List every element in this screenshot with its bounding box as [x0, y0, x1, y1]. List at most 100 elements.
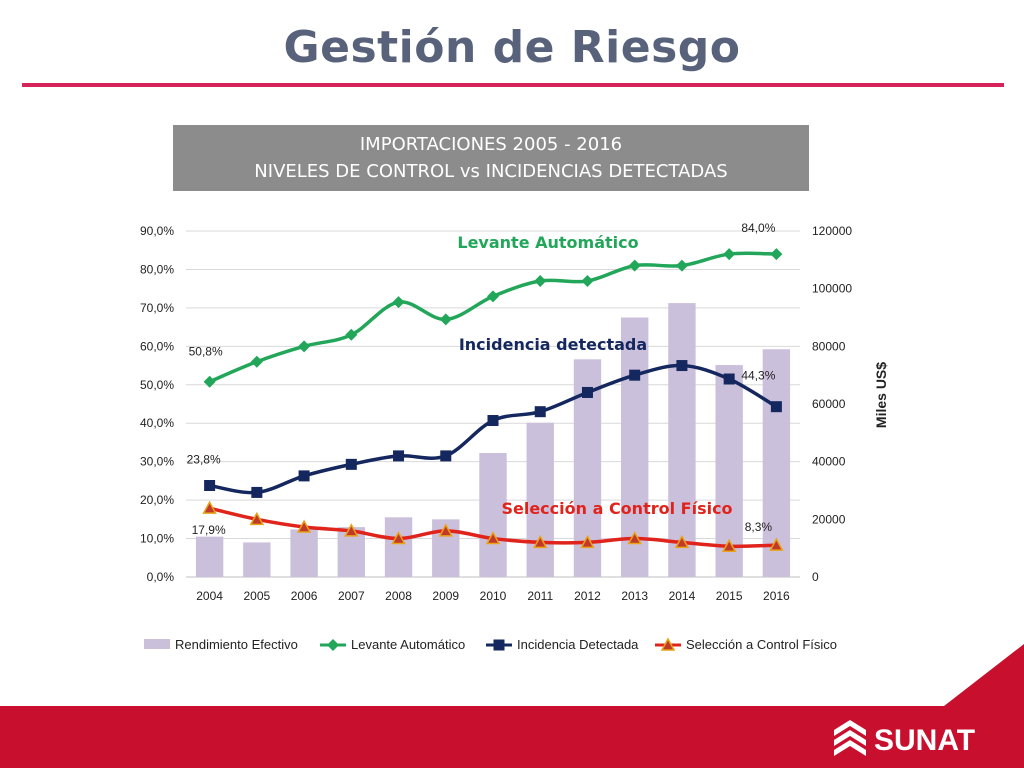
sunat-emblem-icon	[834, 720, 866, 756]
line-point	[298, 470, 310, 482]
line-point	[345, 328, 358, 341]
line-point	[327, 639, 339, 651]
y-left-tick-label: 0,0%	[147, 570, 175, 584]
line-point	[203, 375, 216, 388]
line-point	[250, 355, 263, 368]
series-annotation: Selección a Control Físico	[501, 499, 732, 518]
line-point	[438, 523, 454, 537]
line-point	[721, 538, 737, 552]
line-point	[581, 274, 594, 287]
legend-item: Rendimiento Efectivo	[144, 637, 298, 652]
x-tick-label: 2010	[480, 589, 507, 603]
x-tick-label: 2006	[291, 589, 318, 603]
data-label: 17,9%	[192, 523, 226, 537]
x-tick-label: 2007	[338, 589, 365, 603]
chart-subtitle-box: IMPORTACIONES 2005 - 2016 NIVELES DE CON…	[173, 125, 809, 191]
line-point	[296, 519, 312, 533]
y-right-tick-label: 0	[812, 570, 819, 584]
legend-item: Levante Automático	[320, 637, 465, 652]
line-point	[675, 259, 688, 272]
data-label: 8,3%	[745, 520, 773, 534]
line-point	[723, 248, 736, 261]
y-axis-right: 0 20000 40000 60000 80000 100000 120000 Miles U…	[812, 224, 889, 584]
line-point	[251, 486, 263, 498]
line-point	[674, 534, 690, 549]
sunat-logo: SUNAT	[834, 720, 975, 757]
line-point	[534, 406, 546, 418]
line-point	[493, 639, 505, 651]
x-tick-label: 2005	[243, 589, 270, 603]
legend-label: Selección a Control Físico	[686, 637, 837, 652]
line-point	[629, 369, 641, 381]
subtitle-line-2: NIVELES DE CONTROL vs INCIDENCIAS DETECT…	[254, 161, 728, 182]
y-left-tick-label: 70,0%	[140, 301, 174, 315]
bar	[384, 517, 413, 577]
y-right-tick-label: 100000	[812, 282, 852, 296]
data-label: 44,3%	[741, 369, 775, 383]
x-tick-label: 2009	[432, 589, 459, 603]
bar	[243, 542, 271, 577]
line-point	[534, 274, 547, 287]
y-left-tick-label: 10,0%	[140, 532, 174, 546]
bar	[526, 422, 554, 577]
x-tick-label: 2012	[574, 589, 601, 603]
line-point	[439, 313, 452, 326]
y-left-tick-label: 50,0%	[140, 378, 174, 392]
series-annotation: Incidencia detectada	[459, 335, 647, 354]
y-right-tick-label: 20000	[812, 512, 846, 526]
y-right-tick-label: 120000	[812, 224, 852, 238]
data-label: 23,8%	[187, 453, 221, 467]
x-tick-label: 2013	[621, 589, 648, 603]
line-series	[202, 248, 784, 552]
y-right-axis-title: Miles US$	[873, 362, 889, 428]
page-title: Gestión de Riesgo	[283, 22, 741, 73]
line-point	[580, 534, 595, 549]
line-point	[660, 637, 676, 651]
line-point	[723, 373, 735, 385]
line-point	[485, 530, 501, 545]
y-right-tick-label: 80000	[812, 339, 846, 353]
bar-series	[195, 303, 791, 577]
x-tick-label: 2004	[196, 589, 223, 603]
chart-legend: Rendimiento Efectivo Levante Automático In…	[144, 637, 837, 652]
line-point	[204, 480, 216, 492]
data-label: 50,8%	[189, 345, 223, 359]
series-annotation: Levante Automático	[457, 233, 638, 252]
line-point	[770, 248, 783, 261]
line-point	[487, 290, 499, 303]
y-right-tick-label: 40000	[812, 455, 846, 469]
legend-label: Incidencia Detectada	[517, 637, 639, 652]
x-tick-label: 2008	[385, 589, 412, 603]
bar	[290, 529, 318, 577]
legend-item: Incidencia Detectada	[486, 637, 639, 652]
y-left-tick-label: 20,0%	[140, 493, 174, 507]
line-point	[202, 500, 217, 514]
bar	[195, 536, 224, 577]
y-left-tick-label: 80,0%	[140, 262, 174, 276]
legend-label: Levante Automático	[351, 637, 465, 652]
x-tick-label: 2016	[763, 589, 790, 603]
data-label: 84,0%	[741, 221, 775, 235]
line-point	[770, 401, 782, 413]
line-point	[298, 340, 311, 353]
y-axis-left: 0,0% 10,0% 20,0% 30,0% 40,0% 50,0% 60,0% 70,0% 8…	[140, 224, 174, 584]
line-point	[345, 458, 357, 470]
line-point	[392, 296, 405, 309]
y-left-tick-label: 40,0%	[140, 416, 174, 430]
legend-swatch	[144, 639, 170, 649]
line-point	[627, 530, 642, 545]
combo-chart: 0,0% 10,0% 20,0% 30,0% 40,0% 50,0% 60,0% 70,0% 8…	[140, 221, 889, 652]
subtitle-line-1: IMPORTACIONES 2005 - 2016	[359, 134, 623, 155]
line-point	[532, 534, 548, 549]
legend-item: Selección a Control Físico	[655, 637, 837, 652]
line-point	[249, 511, 265, 526]
y-left-tick-label: 60,0%	[140, 339, 174, 353]
legend-label: Rendimiento Efectivo	[175, 637, 298, 652]
y-left-tick-label: 90,0%	[140, 224, 174, 238]
line-point	[391, 530, 406, 545]
y-right-tick-label: 60000	[812, 397, 846, 411]
line-point	[676, 360, 688, 372]
y-left-tick-label: 30,0%	[140, 455, 174, 469]
line-point	[581, 386, 593, 398]
bar	[668, 303, 696, 577]
